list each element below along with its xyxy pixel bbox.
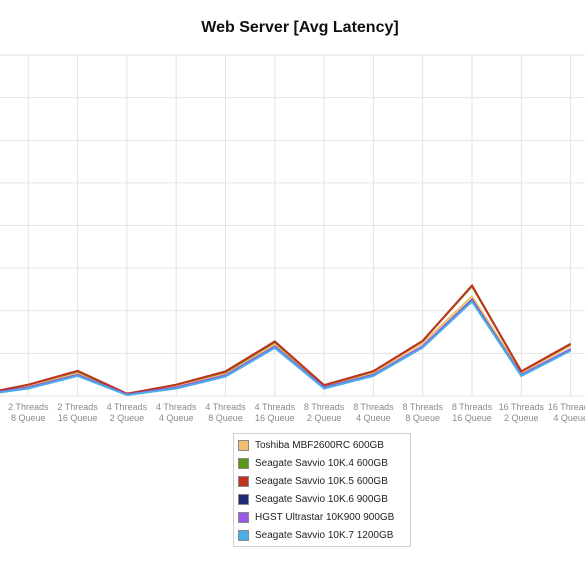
legend: Toshiba MBF2600RC 600GB Seagate Savvio 10…: [233, 433, 411, 547]
x-tick-label: 8 Threads 16 Queue: [452, 402, 493, 423]
x-tick-label: 8 Threads 4 Queue: [353, 402, 394, 423]
x-tick-label: 4 Threads 2 Queue: [107, 402, 148, 423]
series-line-6: [0, 299, 572, 397]
legend-swatch: [238, 457, 249, 469]
legend-item[interactable]: Seagate Savvio 10K.4 600GB: [238, 454, 410, 472]
legend-item[interactable]: Seagate Savvio 10K.6 900GB: [238, 490, 410, 508]
x-tick-label: 8 Threads 8 Queue: [403, 402, 444, 423]
x-tick-label: 4 Threads 8 Queue: [205, 402, 246, 423]
legend-label: Seagate Savvio 10K.6 900GB: [255, 493, 388, 505]
x-tick-label: 4 Threads 16 Queue: [255, 402, 296, 423]
x-tick-label: 2 Threads 16 Queue: [57, 402, 98, 423]
legend-item[interactable]: Seagate Savvio 10K.5 600GB: [238, 472, 410, 490]
x-tick-label: 2 Threads 8 Queue: [8, 402, 49, 423]
legend-item[interactable]: HGST Ultrastar 10K900 900GB: [238, 508, 410, 526]
legend-label: Seagate Savvio 10K.7 1200GB: [255, 529, 394, 541]
legend-label: Seagate Savvio 10K.4 600GB: [255, 457, 388, 469]
legend-label: Seagate Savvio 10K.5 600GB: [255, 475, 388, 487]
chart-title: Web Server [Avg Latency]: [201, 19, 399, 36]
series-line-4: [0, 298, 572, 396]
grid-layer: [0, 54, 585, 397]
series-layer: [0, 283, 572, 397]
series-line-3: [0, 283, 572, 395]
x-tick-label: 8 Threads 2 Queue: [304, 402, 345, 423]
legend-item[interactable]: Toshiba MBF2600RC 600GB: [238, 436, 410, 454]
legend-label: HGST Ultrastar 10K900 900GB: [255, 511, 395, 523]
x-tick-label: 4 Threads 4 Queue: [156, 402, 197, 423]
legend-swatch: [238, 475, 249, 487]
legend-swatch: [238, 493, 249, 505]
legend-swatch: [238, 439, 249, 451]
legend-item[interactable]: Seagate Savvio 10K.7 1200GB: [238, 526, 410, 544]
legend-swatch: [238, 529, 249, 541]
series-line-1: [0, 294, 572, 396]
legend-label: Toshiba MBF2600RC 600GB: [255, 439, 384, 451]
series-line-5: [0, 298, 572, 396]
legend-swatch: [238, 511, 249, 523]
x-tick-label: 16 Threads 2 Queue: [499, 402, 545, 423]
